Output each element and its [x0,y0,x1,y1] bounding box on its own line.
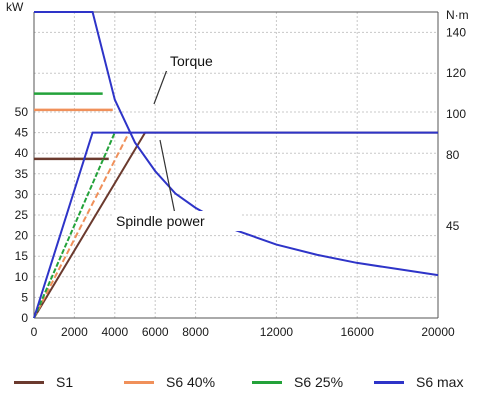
x-tick-label-2: 4000 [101,325,128,339]
y-right-tick-label-2: 100 [446,107,466,121]
power-annotation: Spindle power [116,213,205,229]
legend-swatch-s6-max [374,380,404,384]
legend-swatch-s1 [14,380,44,384]
y-left-tick-label-9: 45 [15,126,29,140]
y-left-tick-label-4: 20 [15,229,29,243]
y-left-tick-label-5: 25 [15,208,29,222]
y-left-tick-label-1: 5 [21,290,28,304]
legend-swatch-s6-25 [252,380,282,384]
x-tick-label-1: 2000 [61,325,88,339]
power-line-s6-max [33,131,438,319]
torque-annotation: Torque [170,53,213,69]
y-left-tick-label-8: 40 [15,146,29,160]
x-tick-label-5: 12000 [260,325,294,339]
legend-label-s6-40: S6 40% [166,374,216,390]
legend-swatch-s6-40 [124,380,154,384]
power-line-s6-25 [33,132,116,319]
series-layer [33,11,439,319]
y-right-tick-label-3: 120 [446,66,466,80]
power-label-bg [112,211,242,231]
left-unit-label: kW [6,0,24,14]
right-unit-label: N·m [446,8,469,22]
y-left-tick-label-7: 35 [15,167,29,181]
power-line-s6-40 [33,132,130,319]
x-tick-label-4: 8000 [182,325,209,339]
y-right-tick-label-4: 140 [446,25,466,39]
legend-label-s6-max: S6 max [416,374,464,390]
legend-item-s1: S1 [14,368,73,396]
legend-label-s1: S1 [56,374,74,390]
torque-line-s6-max [34,11,439,277]
spindle-chart: 0 2000 4000 6000 8000 12000 16000 20000 0 5 10 15 20… [6,0,469,339]
ticks-layer: 0 2000 4000 6000 8000 12000 16000 20000 0 5 10 15 20… [15,25,467,339]
x-tick-label-0: 0 [31,325,38,339]
x-tick-label-3: 6000 [142,325,169,339]
y-left-tick-label-2: 10 [15,270,29,284]
y-left-tick-label-3: 15 [15,249,29,263]
torque-label-bg [166,51,236,71]
y-right-tick-label-1: 80 [446,148,460,162]
x-tick-label-7: 20000 [421,325,455,339]
y-left-tick-label-6: 30 [15,187,29,201]
y-left-tick-label-0: 0 [21,311,28,325]
power-pointer [159,139,176,215]
y-left-tick-label-10: 50 [15,105,29,119]
x-tick-label-6: 16000 [341,325,375,339]
y-right-tick-label-0: 45 [446,219,460,233]
legend-label-s6-25: S6 25% [294,374,344,390]
legend-item-s6-max: S6 max [374,368,463,396]
torque-pointer [153,66,169,105]
legend-item-s6-25: S6 25% [252,368,343,396]
grid [34,12,438,318]
legend: S1 S6 40% S6 25% S6 max [0,368,486,396]
legend-item-s6-40: S6 40% [124,368,215,396]
